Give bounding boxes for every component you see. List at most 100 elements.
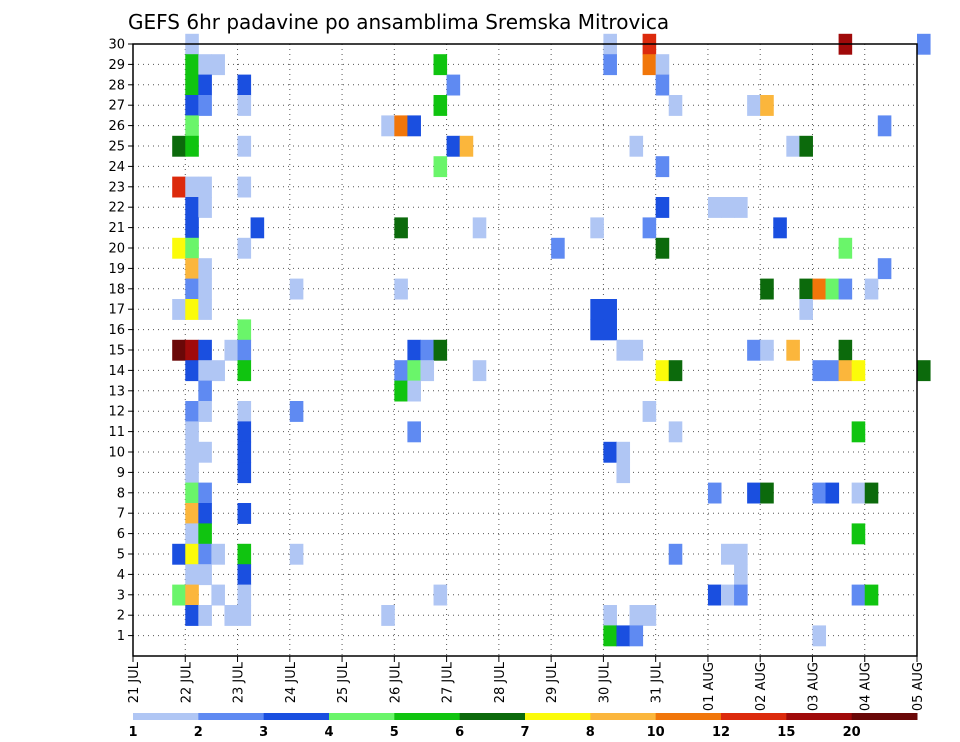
y-tick-label: 13 xyxy=(108,384,125,399)
precip-cell xyxy=(433,54,448,76)
legend-label: 20 xyxy=(843,725,861,740)
legend-label: 8 xyxy=(586,725,595,740)
precip-cell xyxy=(237,95,252,116)
precip-cell xyxy=(707,482,722,504)
precip-cell xyxy=(198,523,212,545)
precip-cell xyxy=(185,135,199,157)
precip-cell xyxy=(185,543,199,565)
precip-cell xyxy=(172,543,186,565)
x-tick-label: 31 JUL xyxy=(650,661,665,703)
y-tick-label: 10 xyxy=(108,446,125,461)
precip-cell xyxy=(198,380,212,402)
precip-cell xyxy=(198,360,212,382)
precip-cell xyxy=(734,197,748,218)
precip-cell xyxy=(734,564,748,586)
precip-cell xyxy=(603,605,617,626)
precip-cell xyxy=(407,115,421,137)
x-axis: 21 JUL 22 JUL 23 JUL 24 JUL 25 JUL 26 JUL 27 J… xyxy=(127,656,926,711)
precip-cell xyxy=(433,339,448,361)
precip-cell xyxy=(407,380,421,402)
precip-cell xyxy=(211,360,225,382)
precip-cell xyxy=(655,360,670,382)
y-tick-label: 30 xyxy=(108,38,125,53)
x-tick-label: 26 JUL xyxy=(388,661,403,703)
x-tick-label: 25 JUL xyxy=(336,661,351,703)
precip-cell xyxy=(812,625,827,647)
precip-cell xyxy=(851,421,866,443)
precip-cell xyxy=(185,278,199,300)
precip-cell xyxy=(185,299,199,320)
precip-cell xyxy=(917,360,931,382)
precip-cell xyxy=(446,135,461,157)
precip-cell xyxy=(185,176,199,198)
precip-cell xyxy=(590,299,604,320)
y-tick-label: 19 xyxy=(108,262,125,277)
precip-cell xyxy=(747,339,761,361)
precip-cell xyxy=(172,135,186,157)
x-tick-label: 21 JUL xyxy=(127,661,142,703)
y-tick-label: 6 xyxy=(117,527,125,542)
precip-cell xyxy=(551,237,565,259)
y-tick-label: 14 xyxy=(108,364,125,379)
precip-cell xyxy=(237,605,252,626)
precip-cell xyxy=(773,217,787,239)
legend-swatch xyxy=(525,713,591,720)
x-tick-label: 22 JUL xyxy=(179,661,194,703)
precip-cell xyxy=(394,278,408,300)
precip-cell xyxy=(799,299,813,320)
precip-cell xyxy=(172,584,186,606)
precip-cell xyxy=(289,401,304,422)
precip-cell xyxy=(799,135,813,157)
precip-cell xyxy=(616,339,631,361)
precip-cell xyxy=(812,360,827,382)
precip-cell xyxy=(198,401,212,422)
y-tick-label: 17 xyxy=(108,303,125,318)
precip-cell xyxy=(668,421,683,443)
precip-cell xyxy=(760,482,774,504)
x-tick-label: 29 JUL xyxy=(545,661,560,703)
precip-cell xyxy=(211,584,225,606)
precip-cell xyxy=(172,299,186,320)
legend-swatch xyxy=(459,713,526,720)
x-tick-label: 04 AUG xyxy=(859,662,874,711)
precip-cell xyxy=(642,54,657,76)
precip-cell xyxy=(721,584,735,606)
y-tick-label: 24 xyxy=(108,160,125,175)
precip-cell xyxy=(616,625,631,647)
precip-cell xyxy=(407,421,421,443)
precip-cell xyxy=(198,299,212,320)
precip-cell xyxy=(185,115,199,137)
precip-cell xyxy=(864,278,879,300)
y-tick-label: 18 xyxy=(108,282,125,297)
precip-cell xyxy=(198,441,212,463)
y-tick-label: 9 xyxy=(117,466,125,481)
y-tick-label: 21 xyxy=(108,221,125,236)
precip-cell xyxy=(394,217,408,239)
precip-cell xyxy=(211,54,225,76)
precip-cell xyxy=(198,339,212,361)
legend-label: 7 xyxy=(520,725,529,740)
precip-cell xyxy=(446,74,461,96)
precip-cell xyxy=(407,339,421,361)
precip-cell xyxy=(237,74,252,96)
precip-cell xyxy=(237,584,252,606)
legend-swatch xyxy=(198,713,265,720)
precip-cell xyxy=(185,584,199,606)
legend-swatch xyxy=(590,713,657,720)
legend-swatch xyxy=(655,713,722,720)
y-tick-label: 12 xyxy=(108,405,125,420)
y-tick-label: 28 xyxy=(108,78,125,93)
precip-cell xyxy=(185,482,199,504)
legend-swatch xyxy=(329,713,395,720)
legend-label: 3 xyxy=(259,725,268,740)
legend-label: 15 xyxy=(777,725,795,740)
precip-cell xyxy=(198,95,212,116)
precip-cell xyxy=(472,217,487,239)
precip-cell xyxy=(864,584,879,606)
precip-cell xyxy=(185,503,199,524)
y-tick-label: 7 xyxy=(117,507,125,522)
legend-label: 4 xyxy=(324,725,333,740)
precip-cell xyxy=(394,380,408,402)
precip-cell xyxy=(407,360,421,382)
precip-cell xyxy=(237,339,252,361)
